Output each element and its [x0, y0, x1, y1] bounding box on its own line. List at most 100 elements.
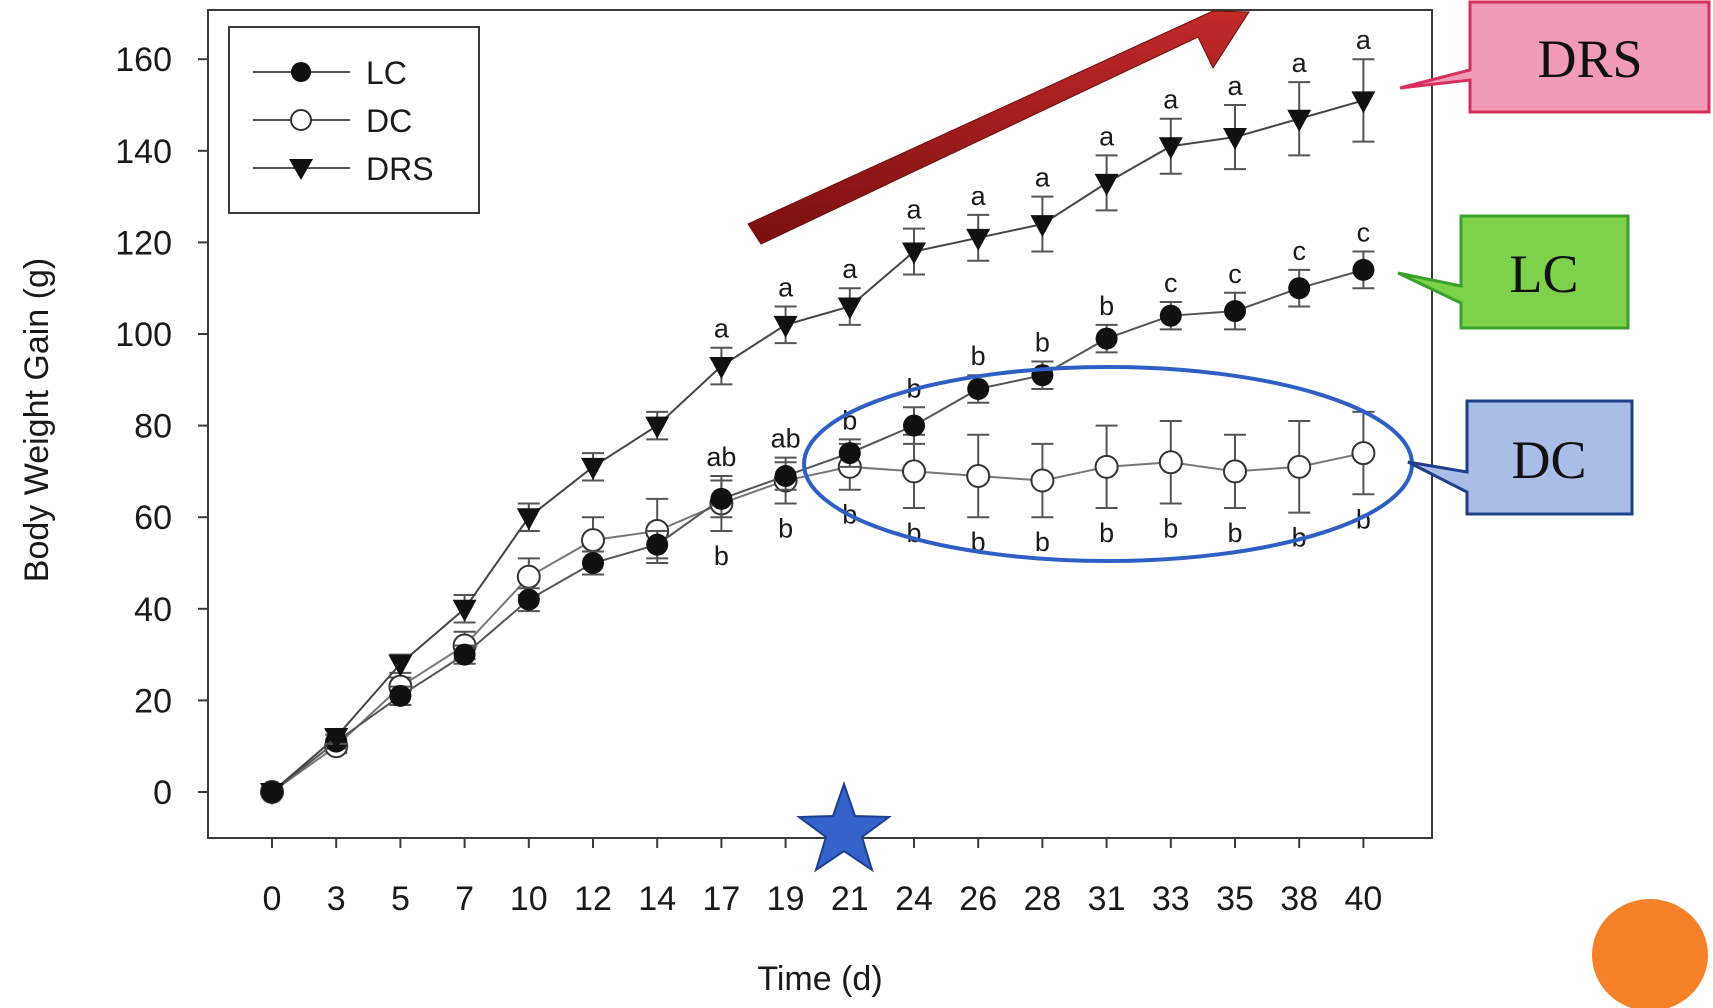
sig-letter-dc-24: b	[906, 518, 921, 548]
x-tick-label-19: 19	[767, 880, 805, 918]
x-tick-label-5: 5	[391, 880, 410, 918]
point-lc-14	[646, 533, 669, 556]
sig-letter-dc-28: b	[1035, 527, 1050, 557]
legend-item-lc: LC	[253, 55, 407, 91]
point-lc-17	[710, 487, 733, 510]
point-dc-38	[1287, 454, 1312, 479]
sig-letter-mid-17: ab	[706, 442, 736, 472]
sig-letter-drs-33: a	[1163, 85, 1179, 115]
point-dc-40	[1351, 441, 1376, 466]
callout-drs-label: DRS	[1537, 29, 1642, 89]
sig-letter-drs-21: a	[842, 254, 858, 284]
legend-item-dc: DC	[253, 103, 412, 139]
x-tick-label-21: 21	[831, 880, 869, 918]
point-drs-17	[709, 357, 734, 380]
point-dc-26	[966, 463, 991, 488]
point-dc-33	[1158, 450, 1183, 475]
trend-arrow-shape	[747, 10, 1250, 245]
point-dc-24	[902, 459, 926, 484]
point-dc-35	[1223, 459, 1247, 484]
x-tick-label-24: 24	[895, 880, 933, 918]
sig-letter-drs-28: a	[1035, 163, 1051, 193]
sig-letter-dc-19: b	[778, 513, 793, 543]
x-tick-label-38: 38	[1280, 880, 1318, 918]
x-tick-label-7: 7	[455, 880, 474, 918]
point-drs-19	[773, 315, 798, 338]
series-line-dc	[271, 452, 1364, 793]
y-tick-label-100: 100	[115, 316, 172, 354]
point-drs-14	[645, 416, 670, 439]
sig-letter-drs-24: a	[906, 195, 922, 225]
point-lc-40	[1352, 258, 1375, 281]
callout-drs: DRS	[1399, 0, 1711, 114]
y-tick-label-20: 20	[134, 682, 172, 720]
point-drs-10	[516, 508, 541, 531]
point-lc-38	[1288, 277, 1311, 300]
point-drs-3	[324, 728, 349, 751]
sig-letter-lc-31: b	[1099, 291, 1114, 321]
trend-arrow	[747, 10, 1250, 245]
sig-letter-dc-35: b	[1227, 518, 1242, 548]
legend-drs-marker	[289, 159, 313, 180]
point-lc-7	[453, 643, 476, 666]
x-tick-label-28: 28	[1023, 880, 1061, 918]
series-dc	[260, 410, 1376, 804]
sig-letter-lc-26: b	[971, 341, 986, 371]
plot-frame	[207, 9, 1433, 839]
point-drs-31	[1094, 173, 1119, 196]
y-tick-label-140: 140	[115, 133, 172, 171]
sig-letter-drs-31: a	[1099, 121, 1115, 151]
point-dc-10	[516, 564, 541, 589]
point-drs-5	[388, 654, 413, 677]
callout-lc: LC	[1397, 214, 1630, 330]
sig-letter-lc-40: c	[1357, 218, 1371, 248]
sig-letter-dc-31: b	[1099, 518, 1114, 548]
point-dc-31	[1094, 454, 1119, 479]
x-tick-label-31: 31	[1088, 880, 1126, 918]
x-tick-label-14: 14	[638, 880, 676, 918]
legend-drs-label: DRS	[366, 151, 434, 187]
x-tick-label-0: 0	[263, 880, 282, 918]
x-axis: 0 3 5 7 10 12 14 17 19 21 24 26 28 31 33 35 38 40	[263, 838, 1382, 918]
point-lc-24	[903, 414, 925, 437]
sig-letter-mid-19: ab	[771, 424, 801, 454]
series-lc	[261, 250, 1375, 803]
point-drs-33	[1158, 137, 1183, 160]
x-tick-label-3: 3	[327, 880, 346, 918]
point-dc-28	[1030, 468, 1055, 493]
series-drs	[260, 58, 1376, 805]
x-tick-label-17: 17	[702, 880, 740, 918]
y-axis-title: Body Weight Gain (g)	[18, 258, 56, 582]
point-lc-26	[967, 377, 990, 400]
point-drs-21	[837, 297, 862, 320]
point-drs-24	[902, 242, 926, 265]
sig-letter-lc-38: c	[1292, 236, 1306, 266]
point-lc-31	[1095, 327, 1118, 350]
point-lc-10	[517, 588, 540, 611]
sig-letter-dc-40: b	[1356, 504, 1371, 534]
sig-letter-drs-40: a	[1356, 25, 1372, 55]
point-drs-38	[1287, 109, 1312, 132]
point-drs-35	[1223, 128, 1247, 151]
point-drs-26	[966, 228, 991, 251]
y-tick-label-0: 0	[153, 774, 172, 812]
legend-lc-marker	[291, 62, 311, 82]
sig-letter-drs-19: a	[778, 273, 794, 303]
point-lc-12	[582, 552, 604, 574]
legend: LC DC DRS	[228, 26, 480, 214]
sig-letter-drs-26: a	[971, 181, 987, 211]
series-line-lc	[271, 268, 1364, 793]
y-tick-label-160: 160	[115, 41, 172, 79]
point-lc-19	[774, 464, 797, 487]
callout-dc: DC	[1407, 399, 1634, 516]
sig-letter-dc-33: b	[1163, 513, 1178, 543]
series-line-drs	[271, 99, 1364, 793]
legend-dc-label: DC	[366, 103, 412, 139]
point-drs-7	[452, 599, 477, 622]
y-tick-label-120: 120	[115, 224, 172, 262]
point-drs-28	[1030, 215, 1055, 238]
sig-letter-lc-35: c	[1228, 259, 1242, 289]
legend-item-drs: DRS	[253, 151, 434, 187]
x-tick-label-10: 10	[510, 880, 548, 918]
